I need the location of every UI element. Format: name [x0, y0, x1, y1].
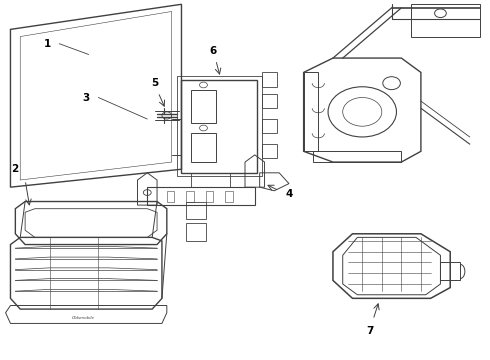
Text: 5: 5: [151, 78, 158, 88]
Text: 6: 6: [210, 46, 217, 56]
Text: Oldsmobile: Oldsmobile: [72, 316, 95, 320]
Text: 7: 7: [366, 325, 373, 336]
Text: 3: 3: [83, 93, 90, 103]
Text: 2: 2: [11, 164, 18, 174]
Text: 1: 1: [44, 39, 51, 49]
Text: 4: 4: [285, 189, 293, 199]
